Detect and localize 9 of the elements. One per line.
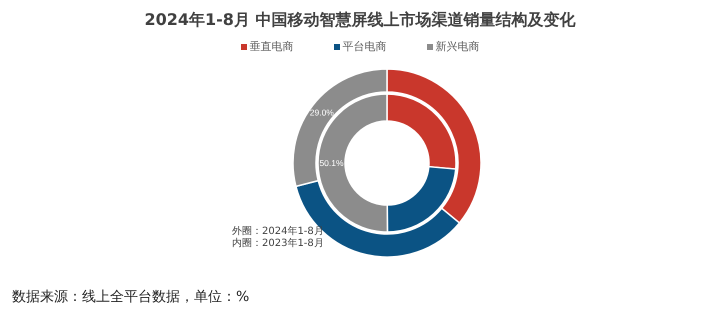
source-note: 数据来源：线上全平台数据，单位：% bbox=[12, 288, 250, 306]
legend-label: 新兴电商 bbox=[434, 39, 480, 54]
legend-label: 平台电商 bbox=[342, 39, 386, 54]
text: 外圈：2024年1-8月 bbox=[232, 226, 324, 238]
legend-label: 垂直电商 bbox=[248, 39, 294, 54]
text: 内圈：2023年1-8月 bbox=[232, 238, 324, 250]
data-label: 50.1% bbox=[319, 158, 344, 168]
chart-title: 2024年1-8月 中国移动智慧屏线上市场渠道销量结构及变化 bbox=[143, 10, 576, 31]
data-label: 29.0% bbox=[310, 107, 334, 118]
